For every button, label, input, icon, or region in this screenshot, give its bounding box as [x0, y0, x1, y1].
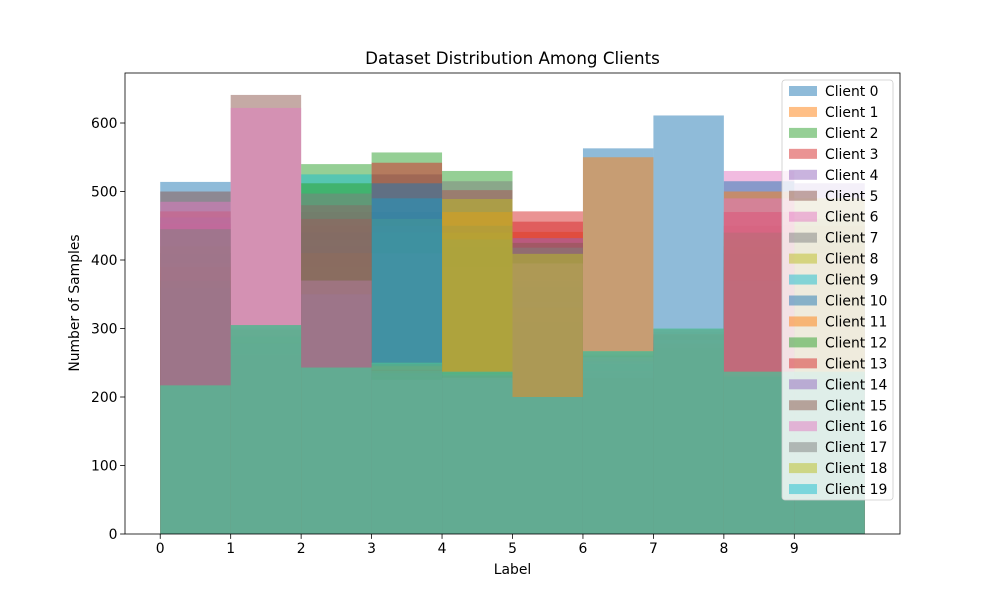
legend-label-client-6: Client 6: [825, 210, 878, 226]
y-tick-label-5: 500: [91, 185, 118, 201]
x-tick-label-3: 3: [367, 541, 376, 557]
x-tick-label-7: 7: [649, 541, 658, 557]
legend-label-client-7: Client 7: [825, 231, 878, 247]
legend-swatch-client-4: [789, 169, 817, 180]
legend-label-client-15: Client 15: [825, 398, 887, 414]
legend-label-client-9: Client 9: [825, 273, 878, 289]
bar-client-19-label-1: [230, 325, 302, 534]
legend-swatch-client-15: [789, 400, 817, 411]
y-axis: 0 100 200 300 400 500 600: [91, 116, 125, 543]
y-tick-label-3: 300: [91, 322, 118, 338]
x-tick-label-6: 6: [579, 541, 588, 557]
legend-swatch-client-17: [789, 442, 817, 453]
legend-label-client-5: Client 5: [825, 189, 878, 205]
legend-label-client-13: Client 13: [825, 356, 887, 372]
legend-label-client-11: Client 11: [825, 314, 887, 330]
y-axis-label: Number of Samples: [67, 234, 83, 371]
legend-swatch-client-19: [789, 484, 817, 495]
legend-label-client-14: Client 14: [825, 377, 887, 393]
y-tick-label-2: 200: [91, 390, 118, 406]
legend-label-client-3: Client 3: [825, 147, 878, 163]
bar-client-19-label-7: [653, 328, 724, 534]
y-tick-label-4: 400: [91, 253, 118, 269]
legend-swatch-client-7: [789, 232, 817, 243]
x-tick-label-2: 2: [297, 541, 306, 557]
chart-title: Dataset Distribution Among Clients: [365, 48, 660, 68]
x-tick-label-0: 0: [156, 541, 165, 557]
legend-label-client-16: Client 16: [825, 419, 887, 435]
legend-label-client-19: Client 19: [825, 482, 887, 498]
legend-swatch-client-1: [789, 106, 817, 117]
legend-frame: [781, 79, 894, 501]
legend-swatch-client-5: [789, 190, 817, 201]
legend-swatch-client-11: [789, 316, 817, 327]
legend-swatch-client-14: [789, 379, 817, 390]
y-tick-label-1: 100: [91, 459, 118, 475]
legend-swatch-client-13: [789, 358, 817, 369]
x-tick-label-9: 9: [790, 541, 799, 557]
x-axis: 0 1 2 3 4 5 6 7 8 9: [156, 534, 799, 557]
legend-swatch-client-10: [789, 295, 817, 306]
legend-swatch-client-9: [789, 274, 817, 285]
legend-label-client-17: Client 17: [825, 440, 887, 456]
x-tick-label-8: 8: [719, 541, 728, 557]
bar-client-19-label-6: [582, 351, 654, 534]
x-axis-label: Label: [494, 562, 531, 578]
legend-swatch-client-3: [789, 148, 817, 159]
x-tick-label-5: 5: [508, 541, 517, 557]
legend-swatch-client-0: [789, 86, 817, 96]
bar-client-19-label-5: [512, 397, 583, 534]
legend-swatch-client-8: [789, 253, 817, 264]
legend-label-client-1: Client 1: [825, 105, 878, 121]
legend-label-client-18: Client 18: [825, 461, 887, 477]
bar-client-19-label-0: [160, 385, 231, 534]
legend-swatch-client-12: [789, 337, 817, 348]
legend-swatch-client-16: [789, 421, 817, 432]
x-tick-label-4: 4: [438, 541, 447, 557]
bar-client-19-label-4: [442, 371, 513, 534]
y-tick-label-0: 0: [109, 527, 118, 543]
legend-label-client-0: Client 0: [825, 84, 878, 100]
y-tick-label-6: 600: [91, 116, 118, 132]
legend-swatch-client-2: [789, 127, 817, 138]
legend-label-client-12: Client 12: [825, 335, 887, 351]
legend-swatch-client-18: [789, 463, 817, 474]
legend-swatch-client-6: [789, 211, 817, 222]
legend-label-client-8: Client 8: [825, 252, 878, 268]
bar-client-19-label-2: [301, 367, 372, 534]
bar-client-19-label-3: [371, 362, 443, 534]
legend-label-client-2: Client 2: [825, 126, 878, 142]
legend: Client 0 Client 1 Client 2 Client 3 Client 4…: [781, 79, 894, 501]
legend-label-client-10: Client 10: [825, 294, 887, 310]
x-tick-label-1: 1: [226, 541, 235, 557]
legend-label-client-4: Client 4: [825, 168, 879, 184]
